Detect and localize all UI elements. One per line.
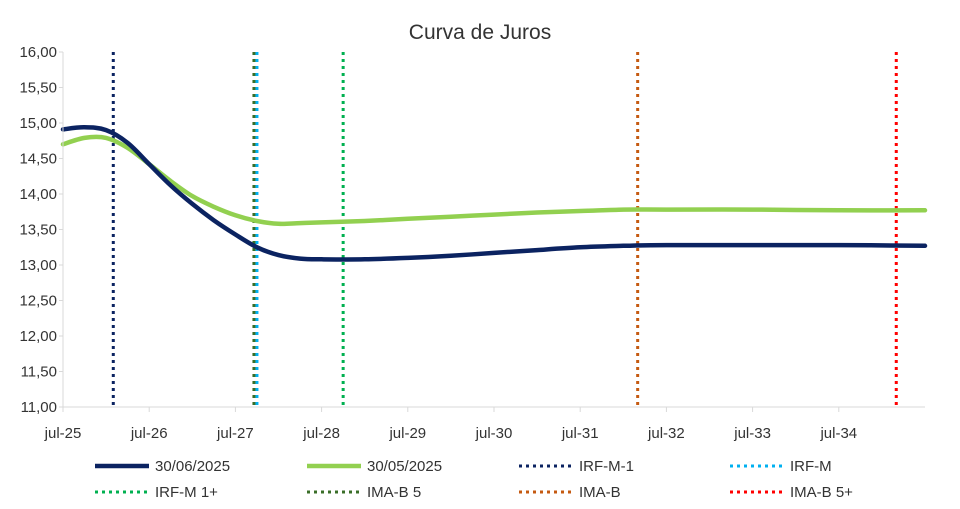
- legend-label: IMA-B 5: [367, 484, 421, 501]
- y-tick-label: 13,00: [19, 257, 57, 274]
- legend-label: IRF-M: [790, 458, 832, 475]
- x-tick-label: jul-32: [647, 425, 685, 442]
- x-tick-label: jul-25: [44, 425, 82, 442]
- x-tick-label: jul-26: [130, 425, 168, 442]
- legend-item-5: IMA-B 5: [307, 484, 421, 501]
- legend-label: IRF-M-1: [579, 458, 634, 475]
- x-tick-label: jul-27: [216, 425, 254, 442]
- x-tick-label: jul-31: [561, 425, 599, 442]
- axes: 11,00 11,50 12,00 12,50 13,00 13,50 14,00 14,50…: [19, 44, 925, 442]
- legend-item-4: IRF-M 1+: [95, 484, 218, 501]
- legend-item-2: IRF-M-1: [519, 458, 634, 475]
- y-tick-label: 15,00: [19, 115, 57, 132]
- y-tick-label: 12,00: [19, 328, 57, 345]
- legend-label: 30/06/2025: [155, 458, 230, 475]
- legend-label: IMA-B: [579, 484, 621, 501]
- chart-title: Curva de Juros: [409, 21, 551, 44]
- curve-line-1: [60, 125, 928, 262]
- x-tick-label: jul-30: [475, 425, 513, 442]
- x-tick-label: jul-29: [388, 425, 426, 442]
- legend-item-3: IRF-M: [730, 458, 832, 475]
- y-tick-label: 14,50: [19, 151, 57, 168]
- y-tick-label: 15,50: [19, 80, 57, 97]
- y-tick-label: 13,50: [19, 222, 57, 239]
- legend-item-7: IMA-B 5+: [730, 484, 853, 501]
- legend-label: IMA-B 5+: [790, 484, 853, 501]
- x-tick-label: jul-28: [302, 425, 340, 442]
- legend-label: IRF-M 1+: [155, 484, 218, 501]
- y-tick-label: 14,00: [19, 186, 57, 203]
- y-tick-label: 16,00: [19, 44, 57, 61]
- legend-item-0: 30/06/2025: [95, 458, 230, 475]
- legend-item-1: 30/05/2025: [307, 458, 442, 475]
- y-tick-label: 12,50: [19, 293, 57, 310]
- y-tick-label: 11,50: [21, 364, 57, 381]
- legend-item-6: IMA-B: [519, 484, 621, 501]
- curve-line-0: [60, 134, 928, 227]
- x-tick-label: jul-34: [819, 425, 857, 442]
- x-tick-label: jul-33: [733, 425, 771, 442]
- curve-series: [60, 125, 928, 262]
- y-tick-label: 11,00: [21, 399, 57, 416]
- legend: 30/06/2025 30/05/2025 IRF-M-1 IRF-M IRF-M 1+…: [95, 458, 853, 501]
- vertical-markers: [111, 52, 898, 407]
- legend-label: 30/05/2025: [367, 458, 442, 475]
